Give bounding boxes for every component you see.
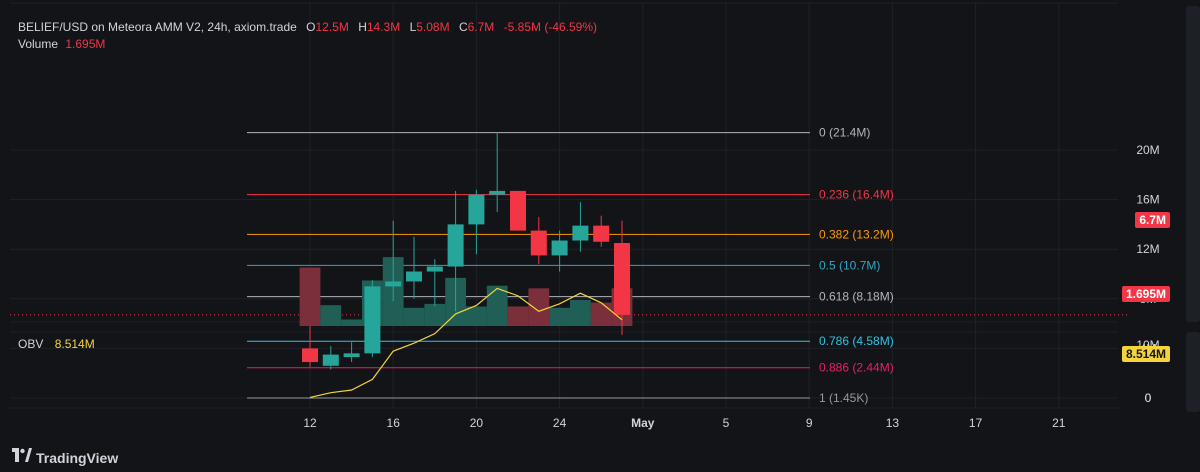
last-obv-tag: 8.514M [1121,346,1170,362]
obv-label: OBV [18,337,44,351]
volume-value: 1.695M [65,37,106,51]
time-axis-label: 9 [806,416,813,430]
time-axis-label: 24 [553,416,567,430]
fib-level-label: 1 (1.45K) [819,391,868,405]
candle-body [364,286,381,354]
fib-level-label: 0.618 (8.18M) [819,290,894,304]
candle-body [343,353,360,358]
price-axis-label: 16M [1136,193,1159,207]
candle-body [489,190,506,195]
low-value: 5.08M [416,20,450,34]
volume-bar [466,306,487,326]
close-value: 6.7M [467,20,495,34]
candle-body [614,243,630,315]
volume-bar [320,305,342,326]
obv-line [309,287,623,399]
high-key: H [358,20,367,34]
time-axis-label: 17 [969,416,983,430]
time-axis-label: 12 [303,416,317,430]
volume-bar [570,300,591,326]
price-axis-label: 12M [1136,242,1159,256]
last-price-tag: 6.7M [1135,212,1170,228]
volume-bar [424,303,446,326]
volume-legend: Volume 1.695M [18,37,105,51]
time-axis-label: 21 [1052,416,1066,430]
candle-body [302,348,318,363]
candle-body [385,281,402,287]
fib-level-label: 0.786 (4.58M) [819,334,894,348]
fib-level-label: 0.886 (2.44M) [819,361,894,375]
footer: TradingView [0,440,1200,472]
obv-value: 8.514M [54,337,95,351]
time-axis-label: May [631,416,655,430]
volume-bar [590,302,612,326]
time-axis-label: 20 [470,416,484,430]
obv-line-series [309,287,623,399]
candle-body [426,266,443,272]
low-key: L [409,20,417,34]
volume-bar [486,285,508,326]
obv-scale-handle[interactable] [1186,332,1200,412]
candle-body [551,240,568,256]
volume-bar [549,307,570,326]
grid-layer [10,2,1118,409]
candlesticks [302,132,630,370]
candle-body [530,230,547,256]
fibonacci-levels: 0 (21.4M) 0.236 (16.4M) 0.382 (13.2M) 0.5 (… [10,126,1128,405]
axis-labels: 20M16M12M8M4M010M012162024May59131721 [303,143,1159,430]
tradingview-label: TradingView [36,449,119,466]
symbol-title: BELIEF/USD on Meteora AMM V2, 24h, axiom… [18,20,297,34]
volume-bar [507,306,529,326]
candle-body [572,225,589,241]
fib-level-label: 0.382 (13.2M) [819,227,894,241]
candle-body [510,190,526,231]
volume-bar [341,319,362,326]
change-value: -5.85M (-46.59%) [503,20,598,34]
price-axis-label: 20M [1136,143,1159,157]
volume-bars [299,257,633,326]
price-scale-handle[interactable] [1186,6,1200,322]
time-axis-label: 13 [886,416,900,430]
fib-level-label: 0.236 (16.4M) [819,188,894,202]
price-legend: BELIEF/USD on Meteora AMM V2, 24h, axiom… [18,20,597,34]
candle-body [593,225,610,242]
fib-level-label: 0 (21.4M) [819,126,870,140]
candle-body [468,194,485,225]
last-volume-tag: 1.695M [1121,286,1170,302]
open-key: O [306,20,316,34]
candle-body [322,354,339,366]
candle-body [406,271,422,282]
volume-bar [299,267,321,326]
volume-bar [403,307,425,326]
tradingview-brand[interactable]: TradingView [12,448,118,467]
candle-body [447,224,464,267]
price-axis-label: 0 [1145,391,1152,405]
time-axis-label: 5 [723,416,730,430]
fib-level-label: 0.5 (10.7M) [819,258,880,272]
volume-bar [528,288,550,326]
tradingview-logo-icon [12,448,32,467]
high-value: 14.3M [366,20,401,34]
volume-label: Volume [18,37,59,51]
time-axis-label: 16 [387,416,401,430]
close-key: C [458,20,468,34]
obv-axis-label: 0 [1145,391,1152,405]
obv-legend: OBV 8.514M [18,337,95,351]
open-value: 12.5M [315,20,349,34]
